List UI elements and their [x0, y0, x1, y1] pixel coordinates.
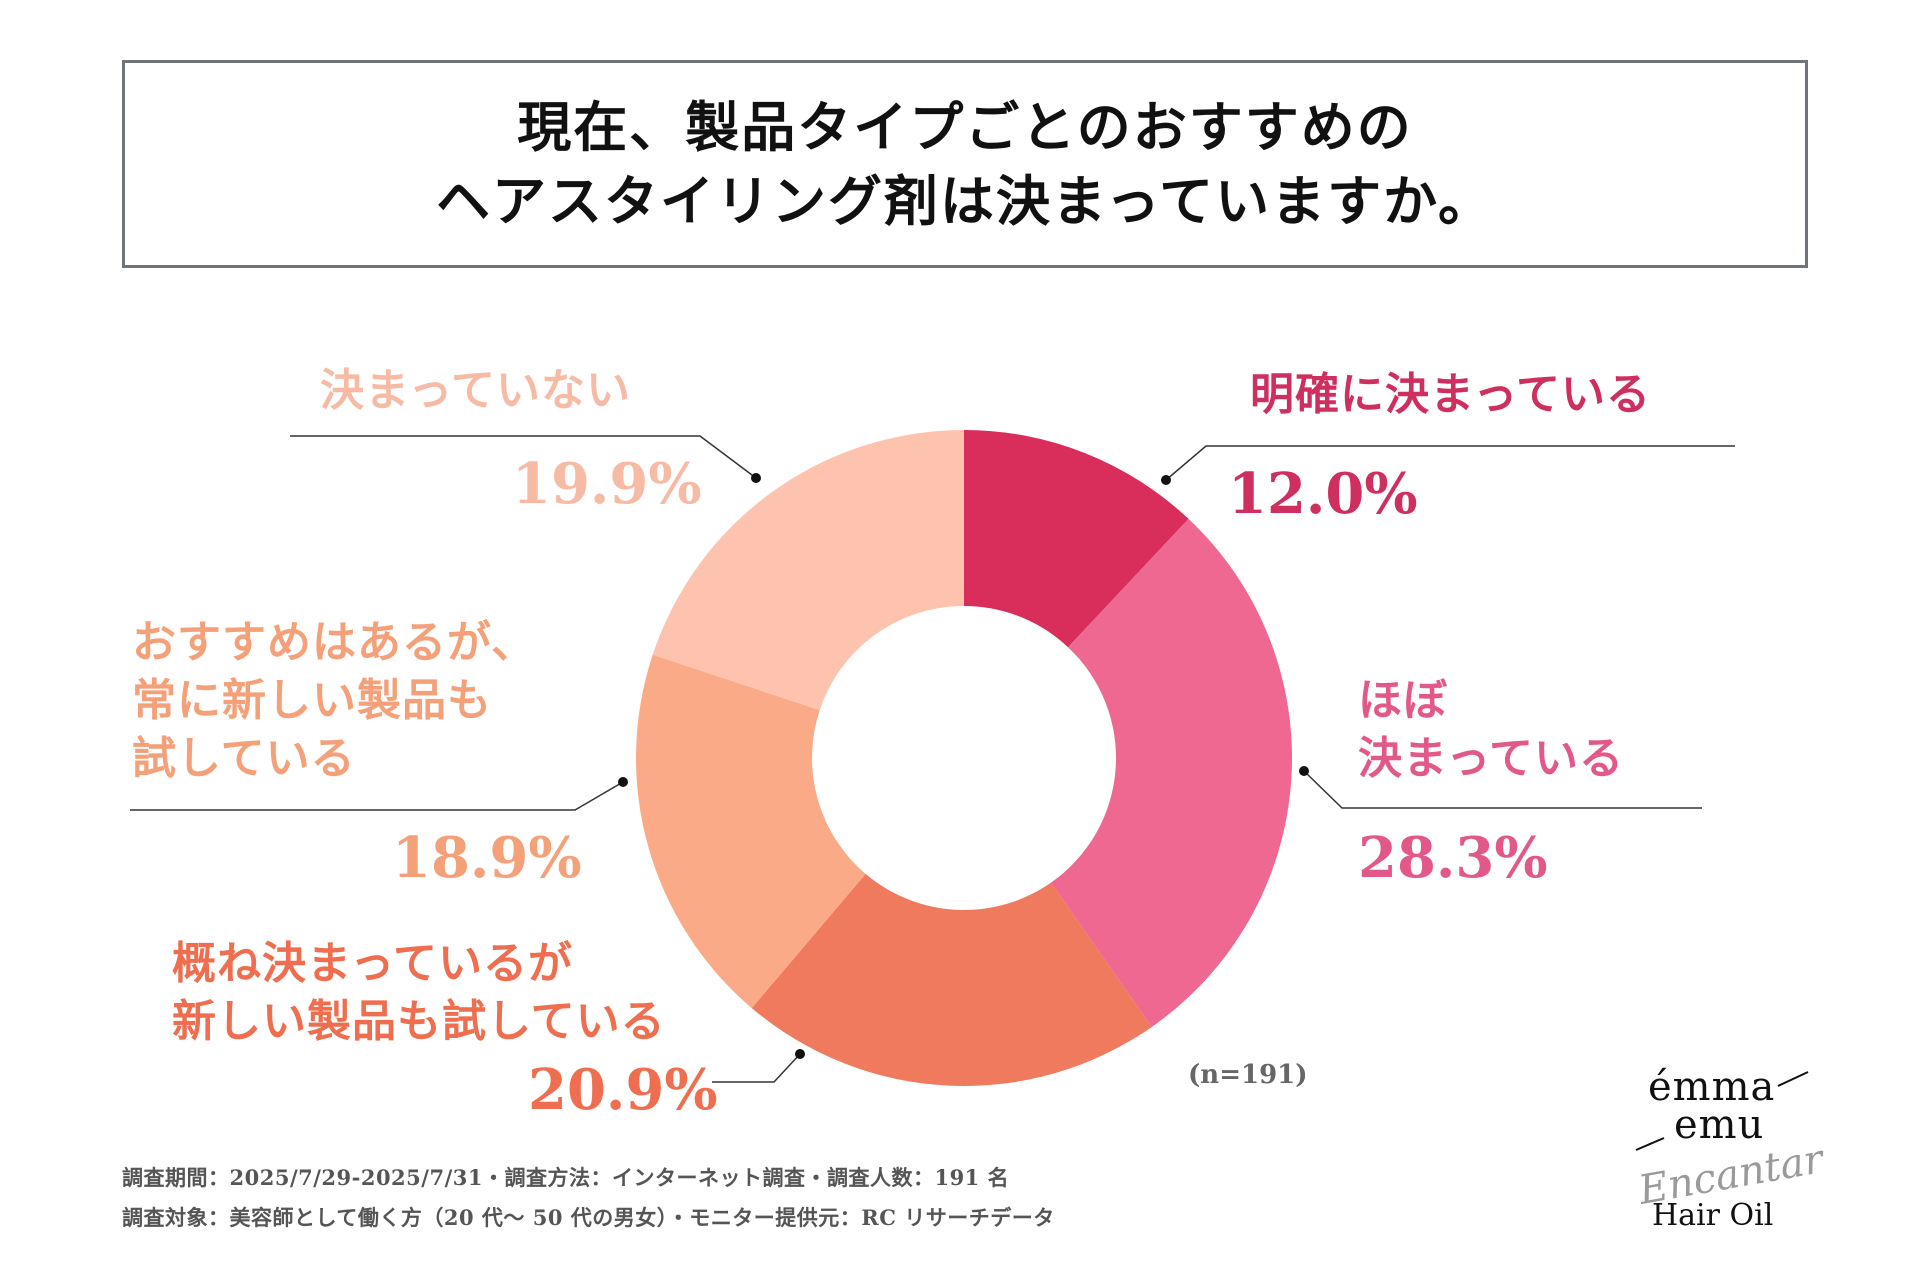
- logo-strokes-icon: [1635, 1071, 1809, 1151]
- title-line-1: 現在、製品タイプごとのおすすめの: [517, 95, 1413, 159]
- leader-line-clearly-decided: [1165, 445, 1735, 481]
- slice-roughly-decided: [751, 873, 1152, 1086]
- leader-line-roughly-decided: [712, 1053, 801, 1083]
- slice-value-clearly-decided: 12.0%: [1228, 461, 1418, 527]
- slice-label-not-decided: 決まっていない: [320, 362, 631, 420]
- slice-label-line: 新しい製品も試している: [172, 996, 666, 1047]
- leader-lines: [130, 435, 1735, 1083]
- leader-dot-roughly-decided: [795, 1049, 805, 1059]
- title-line-2: ヘアスタイリング剤は決まっていますか。: [435, 169, 1495, 233]
- slice-clearly-decided: [964, 430, 1189, 648]
- slice-value-mostly-decided: 28.3%: [1358, 825, 1548, 891]
- slice-label-line: 概ね決まっているが: [172, 938, 574, 989]
- slice-label-line: 明確に決まっている: [1250, 369, 1652, 420]
- title-box: 現在、製品タイプごとのおすすめの ヘアスタイリング剤は決まっていますか。: [122, 60, 1808, 268]
- sample-size: (n=191): [1188, 1060, 1308, 1090]
- slice-label-roughly-decided: 概ね決まっているが 新しい製品も試している: [172, 935, 666, 1051]
- leader-dot-not-decided: [751, 473, 761, 483]
- leader-line-not-decided: [290, 435, 757, 479]
- slice-value-has-recommendation: 18.9%: [392, 825, 582, 891]
- leader-line-mostly-decided: [1303, 770, 1702, 809]
- leader-line-has-recommendation: [130, 781, 624, 811]
- slice-label-line: 試している: [132, 733, 356, 784]
- donut-slices: [636, 430, 1292, 1086]
- logo-emu: emu: [1674, 1102, 1765, 1148]
- footnote-survey-period: 調査期間：2025/7/29-2025/7/31・調査方法：インターネット調査・…: [122, 1165, 1010, 1190]
- logo-product: Hair Oil: [1652, 1198, 1774, 1233]
- slice-has-recommendation: [636, 654, 866, 1009]
- leader-dot-has-recommendation: [618, 777, 628, 787]
- slice-value-roughly-decided: 20.9%: [528, 1057, 718, 1123]
- leader-dot-clearly-decided: [1161, 475, 1171, 485]
- slice-label-line: ほぼ: [1358, 675, 1448, 726]
- slice-label-line: おすすめはあるが、: [132, 617, 537, 668]
- slice-label-line: 決まっていない: [320, 365, 632, 416]
- slice-label-clearly-decided: 明確に決まっている: [1250, 366, 1651, 424]
- slice-label-mostly-decided: ほぼ 決まっている: [1358, 672, 1624, 788]
- slice-label-line: 決まっている: [1358, 733, 1625, 784]
- slice-not-decided: [652, 430, 964, 711]
- slice-value-not-decided: 19.9%: [512, 451, 702, 517]
- leader-dot-mostly-decided: [1299, 766, 1309, 776]
- footnote-survey-target: 調査対象：美容師として働く方（20 代～ 50 代の男女）・モニター提供元：RC…: [122, 1205, 1055, 1230]
- slice-label-line: 常に新しい製品も: [132, 675, 492, 726]
- logo-emma: émma: [1648, 1064, 1776, 1110]
- brand-logo: émma emu Encantar Hair Oil: [1630, 1050, 1830, 1240]
- slice-mostly-decided: [1051, 518, 1292, 1027]
- slice-label-has-recommendation: おすすめはあるが、 常に新しい製品も 試している: [132, 614, 536, 788]
